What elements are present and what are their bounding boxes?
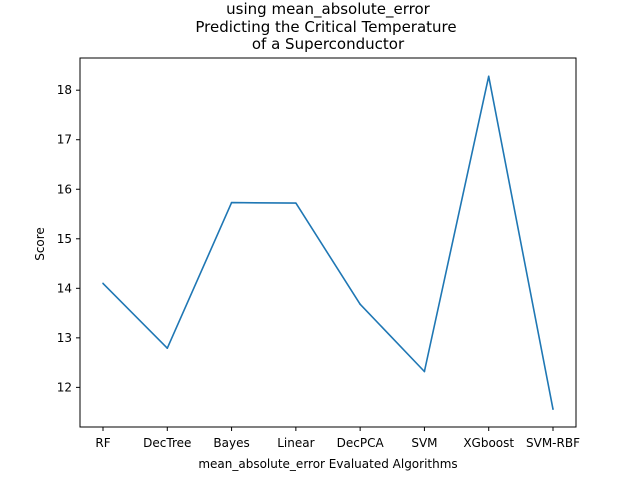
plot-frame bbox=[79, 57, 577, 428]
y-tick-label: 12 bbox=[57, 380, 72, 394]
data-point-svm-rbf bbox=[552, 408, 554, 410]
y-tick-label: 18 bbox=[57, 83, 72, 97]
data-point-xgboost bbox=[487, 75, 490, 78]
chart-title-line-3: of a Superconductor bbox=[252, 35, 405, 53]
x-tick-label: DecTree bbox=[143, 436, 191, 450]
y-tick-label: 15 bbox=[57, 232, 72, 246]
data-point-svm bbox=[423, 370, 426, 373]
data-point-rf bbox=[102, 282, 104, 285]
y-tick-label: 17 bbox=[57, 133, 72, 147]
data-point-bayes bbox=[230, 201, 233, 204]
x-tick-label: Linear bbox=[277, 436, 314, 450]
x-tick-label: RF bbox=[95, 436, 110, 450]
y-tick-label: 16 bbox=[57, 182, 72, 196]
x-tick-label: Bayes bbox=[213, 436, 249, 450]
chart-title-line-2: Predicting the Critical Temperature bbox=[195, 18, 456, 36]
data-point-linear bbox=[295, 202, 297, 204]
data-point-dectree bbox=[166, 347, 169, 350]
x-axis: RF DecTree Bayes Linear DecPCA SVM XGboost SVM-… bbox=[95, 427, 580, 450]
data-point-decpca bbox=[359, 303, 361, 305]
series-line bbox=[102, 75, 554, 410]
x-axis-label: mean_absolute_error Evaluated Algorithms bbox=[198, 457, 457, 471]
x-tick-label: XGboost bbox=[463, 436, 514, 450]
plot-area bbox=[79, 57, 577, 428]
x-tick-label: SVM bbox=[411, 436, 437, 450]
y-tick-label: 14 bbox=[57, 281, 72, 295]
y-axis-label: Score bbox=[33, 227, 47, 261]
x-tick-label: SVM-RBF bbox=[526, 436, 580, 450]
y-tick-label: 13 bbox=[57, 331, 72, 345]
y-axis: 12 13 14 15 16 17 18 bbox=[57, 83, 80, 394]
x-tick-label: DecPCA bbox=[337, 436, 385, 450]
series-layer bbox=[102, 75, 554, 410]
chart-title-line-1: using mean_absolute_error bbox=[226, 0, 430, 19]
